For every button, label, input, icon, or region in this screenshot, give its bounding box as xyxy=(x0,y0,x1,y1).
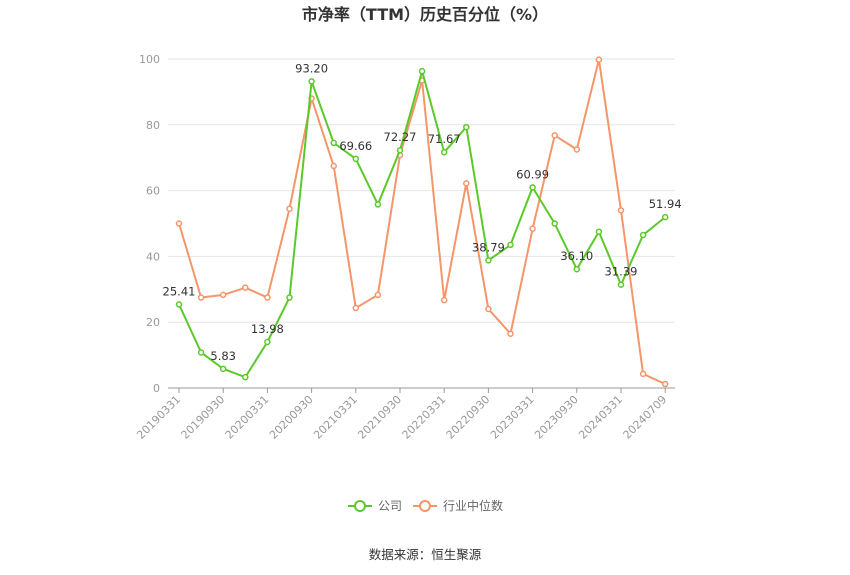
data-point-industry-median[interactable] xyxy=(352,304,360,312)
y-tick-label: 80 xyxy=(146,119,160,132)
data-label-company: 93.20 xyxy=(295,61,328,75)
data-point-company[interactable] xyxy=(197,349,205,356)
data-label-company: 5.83 xyxy=(210,349,236,363)
x-tick-label: 20230930 xyxy=(532,393,581,442)
data-point-industry-median[interactable] xyxy=(639,370,647,378)
data-point-industry-median[interactable] xyxy=(286,205,293,212)
legend-swatch-marker xyxy=(354,500,366,512)
y-tick-label: 20 xyxy=(146,316,160,329)
data-point-industry-median[interactable] xyxy=(573,146,581,153)
x-tick-label: 20200331 xyxy=(223,393,272,442)
data-label-company: 60.99 xyxy=(516,167,549,181)
data-point-company[interactable] xyxy=(396,146,404,154)
x-tick-label: 20240709 xyxy=(621,393,670,442)
data-point-company[interactable] xyxy=(507,241,514,249)
data-point-company[interactable] xyxy=(617,281,625,288)
data-point-industry-median[interactable] xyxy=(440,296,448,304)
data-point-industry-median[interactable] xyxy=(485,305,492,313)
data-point-company[interactable] xyxy=(463,123,470,131)
data-point-industry-median[interactable] xyxy=(175,220,183,227)
data-point-industry-median[interactable] xyxy=(551,132,558,139)
data-point-company[interactable] xyxy=(529,184,536,191)
data-label-company: 51.94 xyxy=(649,197,682,211)
x-tick-label: 20220331 xyxy=(400,393,449,442)
data-point-company[interactable] xyxy=(485,257,492,264)
y-tick-label: 60 xyxy=(146,185,160,198)
data-point-industry-median[interactable] xyxy=(374,291,382,299)
source-note: 数据来源：恒生聚源 xyxy=(369,547,482,562)
legend-item-company[interactable]: 公司 xyxy=(348,499,402,513)
x-tick-label: 20210331 xyxy=(311,393,360,442)
x-tick-label: 20230331 xyxy=(488,393,537,442)
x-tick-label: 20210930 xyxy=(355,393,404,442)
x-tick-label: 20220930 xyxy=(444,393,493,442)
x-tick-label: 20190930 xyxy=(179,393,228,442)
data-point-company[interactable] xyxy=(440,148,448,156)
data-point-industry-median[interactable] xyxy=(197,294,205,301)
data-point-company[interactable] xyxy=(352,155,360,163)
data-point-industry-median[interactable] xyxy=(617,207,625,214)
data-point-industry-median[interactable] xyxy=(264,294,271,301)
data-point-industry-median[interactable] xyxy=(219,291,227,299)
data-point-company[interactable] xyxy=(595,228,603,235)
y-tick-label: 100 xyxy=(139,53,160,66)
data-point-industry-median[interactable] xyxy=(529,225,536,233)
data-point-company[interactable] xyxy=(330,139,337,147)
legend-label-company: 公司 xyxy=(378,499,402,513)
y-tick-label: 40 xyxy=(146,250,160,263)
x-tick-label: 20200930 xyxy=(267,393,316,442)
data-point-industry-median[interactable] xyxy=(661,380,669,388)
x-tick-label: 20240331 xyxy=(576,393,625,442)
data-label-company: 13.98 xyxy=(251,322,284,336)
data-point-industry-median[interactable] xyxy=(330,162,337,170)
y-tick-label: 0 xyxy=(153,382,160,395)
chart-title: 市净率（TTM）历史百分位（%） xyxy=(302,5,548,24)
data-point-company[interactable] xyxy=(573,265,581,273)
data-label-company: 38.79 xyxy=(472,240,505,254)
data-point-company[interactable] xyxy=(661,213,669,221)
data-point-company[interactable] xyxy=(374,201,382,208)
data-point-company[interactable] xyxy=(219,365,227,373)
data-point-company[interactable] xyxy=(264,338,271,346)
data-label-company: 36.10 xyxy=(560,249,593,263)
grid-layer xyxy=(168,58,675,323)
data-point-company[interactable] xyxy=(639,231,647,239)
axis-layer: 0 20 40 60 80 100 2019033120190930202003312020… xyxy=(134,53,675,442)
data-point-company[interactable] xyxy=(418,67,426,75)
data-point-company[interactable] xyxy=(286,294,293,301)
data-point-industry-median[interactable] xyxy=(242,284,249,291)
legend-label-industry-median: 行业中位数 xyxy=(443,498,503,513)
data-label-company: 72.27 xyxy=(384,130,417,144)
data-point-industry-median[interactable] xyxy=(595,56,603,63)
legend: 公司 行业中位数 xyxy=(348,498,503,513)
data-point-industry-median[interactable] xyxy=(463,180,470,187)
x-tick-label: 20190331 xyxy=(134,393,183,442)
data-label-company: 69.66 xyxy=(339,139,372,153)
data-point-company[interactable] xyxy=(242,373,249,381)
data-label-company: 25.41 xyxy=(163,284,196,298)
data-point-company[interactable] xyxy=(175,301,183,308)
legend-swatch-marker xyxy=(419,500,431,512)
data-point-industry-median[interactable] xyxy=(507,330,514,337)
series-layer xyxy=(175,56,669,388)
legend-item-industry-median[interactable]: 行业中位数 xyxy=(413,498,503,513)
data-label-layer: 25.41 5.83 13.98 93.20 69.66 72.27 71.67 38.79 6… xyxy=(163,61,682,362)
data-point-company[interactable] xyxy=(551,220,558,227)
data-label-company: 71.67 xyxy=(428,132,461,146)
data-point-company[interactable] xyxy=(308,78,315,85)
data-label-company: 31.39 xyxy=(605,265,638,279)
